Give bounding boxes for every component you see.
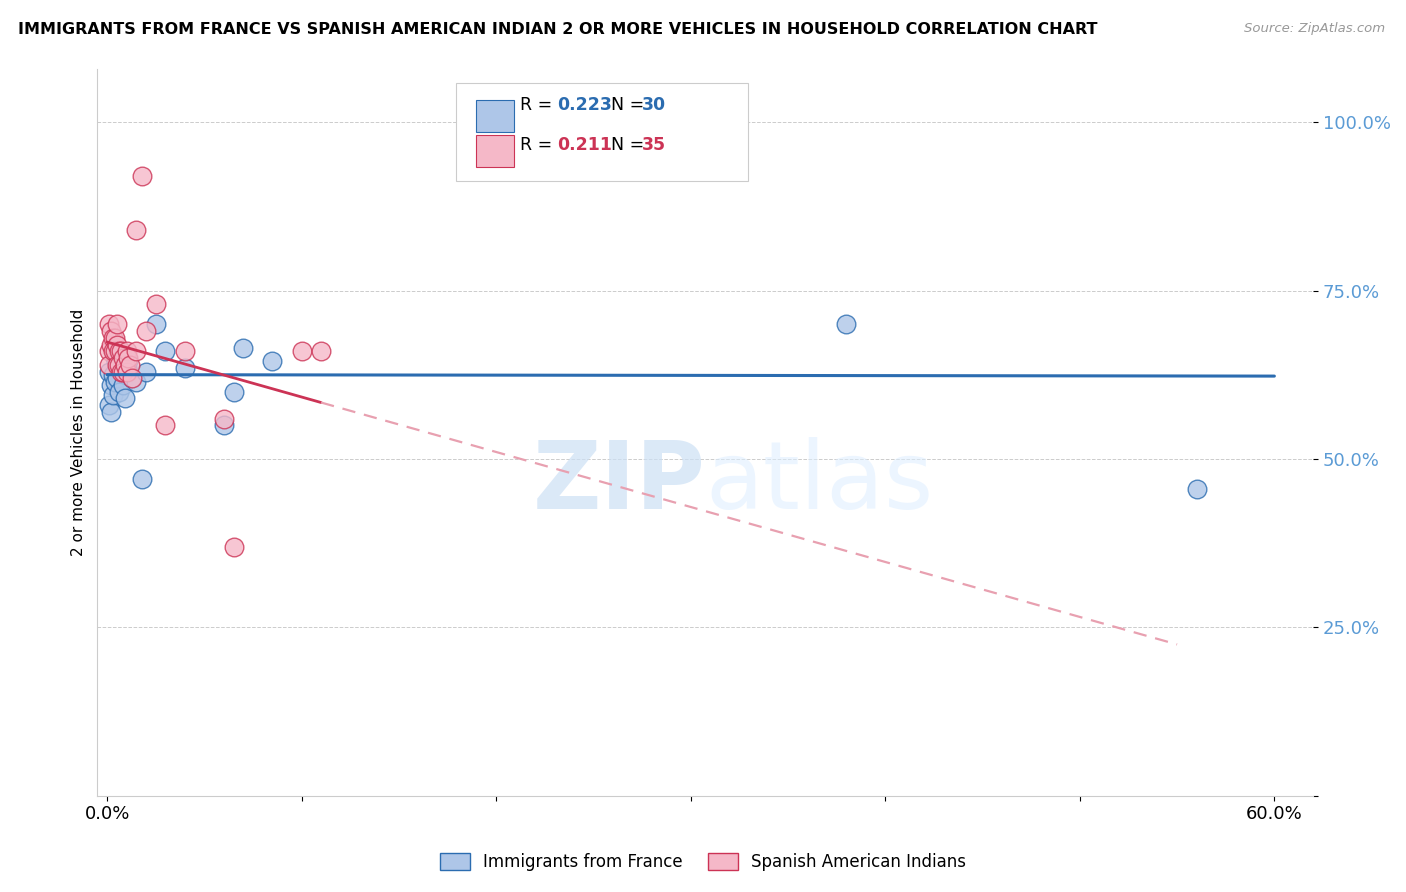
Point <box>110 365 132 379</box>
Point <box>104 344 127 359</box>
Text: 0.223: 0.223 <box>557 96 612 114</box>
Point <box>111 351 134 365</box>
Point <box>155 344 177 359</box>
Point <box>100 324 122 338</box>
Point <box>145 297 167 311</box>
Point <box>232 341 254 355</box>
Point <box>145 318 167 332</box>
Point <box>121 371 143 385</box>
Point <box>174 344 197 359</box>
Point <box>101 331 124 345</box>
Point <box>110 361 132 376</box>
Text: atlas: atlas <box>706 437 934 529</box>
Point <box>212 411 235 425</box>
Point <box>101 344 124 359</box>
Point <box>135 324 157 338</box>
Point <box>98 318 121 332</box>
Point <box>104 351 127 365</box>
Point <box>100 337 122 351</box>
FancyBboxPatch shape <box>475 100 515 132</box>
Point <box>107 384 129 399</box>
Point <box>101 368 124 382</box>
Text: N =: N = <box>599 136 650 153</box>
Point <box>125 223 148 237</box>
Point <box>117 354 139 368</box>
Point <box>104 331 127 345</box>
Text: 30: 30 <box>643 96 666 114</box>
Point <box>1185 483 1208 497</box>
Point <box>98 358 121 372</box>
Point <box>131 169 153 184</box>
Point <box>105 358 128 372</box>
Point <box>125 375 148 389</box>
Text: N =: N = <box>599 96 650 114</box>
Point <box>262 354 284 368</box>
Legend: Immigrants from France, Spanish American Indians: Immigrants from France, Spanish American… <box>432 845 974 880</box>
Point <box>100 405 122 419</box>
Point <box>117 351 139 365</box>
Point <box>105 337 128 351</box>
Point <box>105 358 128 372</box>
FancyBboxPatch shape <box>475 135 515 167</box>
Point <box>115 344 138 359</box>
Point <box>121 371 143 385</box>
Point <box>125 344 148 359</box>
Point <box>114 392 136 406</box>
Text: 35: 35 <box>643 136 666 153</box>
Point <box>98 365 121 379</box>
Point <box>107 344 129 359</box>
Point <box>485 142 508 156</box>
Point <box>110 344 132 359</box>
Point <box>835 318 858 332</box>
Point <box>111 365 134 379</box>
Point <box>98 398 121 412</box>
Text: Source: ZipAtlas.com: Source: ZipAtlas.com <box>1244 22 1385 36</box>
Text: IMMIGRANTS FROM FRANCE VS SPANISH AMERICAN INDIAN 2 OR MORE VEHICLES IN HOUSEHOL: IMMIGRANTS FROM FRANCE VS SPANISH AMERIC… <box>18 22 1098 37</box>
Point <box>107 358 129 372</box>
Text: R =: R = <box>520 136 558 153</box>
Point <box>115 365 138 379</box>
Point <box>98 344 121 359</box>
Point <box>222 540 245 554</box>
Point <box>100 378 122 392</box>
Point <box>309 344 332 359</box>
Point <box>101 388 124 402</box>
FancyBboxPatch shape <box>456 83 748 181</box>
Point <box>104 375 127 389</box>
Point <box>174 361 197 376</box>
Point <box>115 361 138 376</box>
Y-axis label: 2 or more Vehicles in Household: 2 or more Vehicles in Household <box>72 309 86 556</box>
Point <box>131 472 153 486</box>
Point <box>111 378 134 392</box>
Text: 0.211: 0.211 <box>557 136 612 153</box>
Point <box>212 418 235 433</box>
Text: ZIP: ZIP <box>533 437 706 529</box>
Text: R =: R = <box>520 96 558 114</box>
Point <box>114 358 136 372</box>
Point <box>105 371 128 385</box>
Point <box>120 358 142 372</box>
Point <box>291 344 314 359</box>
Point <box>155 418 177 433</box>
Point <box>135 365 157 379</box>
Point <box>222 384 245 399</box>
Point <box>105 318 128 332</box>
